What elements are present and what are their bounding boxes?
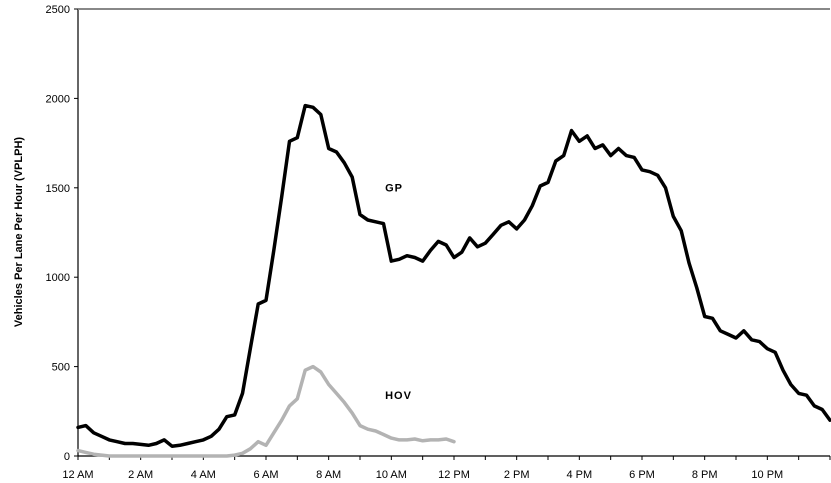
y-tick-label: 500 xyxy=(52,362,70,374)
series-line-hov xyxy=(76,364,456,458)
y-tick-label: 1500 xyxy=(46,183,70,195)
y-tick-label: 2000 xyxy=(46,93,70,105)
series-group: GP HOV xyxy=(76,103,831,458)
x-tick-label: 4 PM xyxy=(566,469,592,481)
x-tick-label: 6 AM xyxy=(253,469,278,481)
y-ticks: 0 500 1000 1500 2000 2500 xyxy=(46,4,78,463)
x-tick-label: 4 AM xyxy=(191,469,216,481)
x-tick-label: 12 AM xyxy=(62,469,93,481)
x-ticks: 12 AM 2 AM 4 AM 6 AM 8 AM 10 AM 12 PM 2 PM 4 PM 6… xyxy=(62,456,831,481)
series-label-hov: HOV xyxy=(385,390,412,402)
series-line-gp xyxy=(76,103,831,448)
axes xyxy=(77,8,830,457)
y-tick-label: 2500 xyxy=(46,4,70,16)
y-axis-title-group: Vehicles Per Lane Per Hour (VPLPH) xyxy=(13,137,25,327)
x-tick-label: 2 PM xyxy=(504,469,530,481)
x-tick-label: 8 AM xyxy=(316,469,341,481)
y-tick-label: 0 xyxy=(64,451,70,463)
y-axis-title: Vehicles Per Lane Per Hour (VPLPH) xyxy=(13,137,25,327)
x-tick-label: 6 PM xyxy=(629,469,655,481)
y-tick-label: 1000 xyxy=(46,272,70,284)
series-label-gp: GP xyxy=(385,182,403,194)
x-tick-label: 12 PM xyxy=(438,469,470,481)
x-tick-label: 10 AM xyxy=(376,469,407,481)
x-tick-label: 10 PM xyxy=(751,469,783,481)
x-tick-label: 2 AM xyxy=(128,469,153,481)
x-tick-label: 8 PM xyxy=(692,469,718,481)
